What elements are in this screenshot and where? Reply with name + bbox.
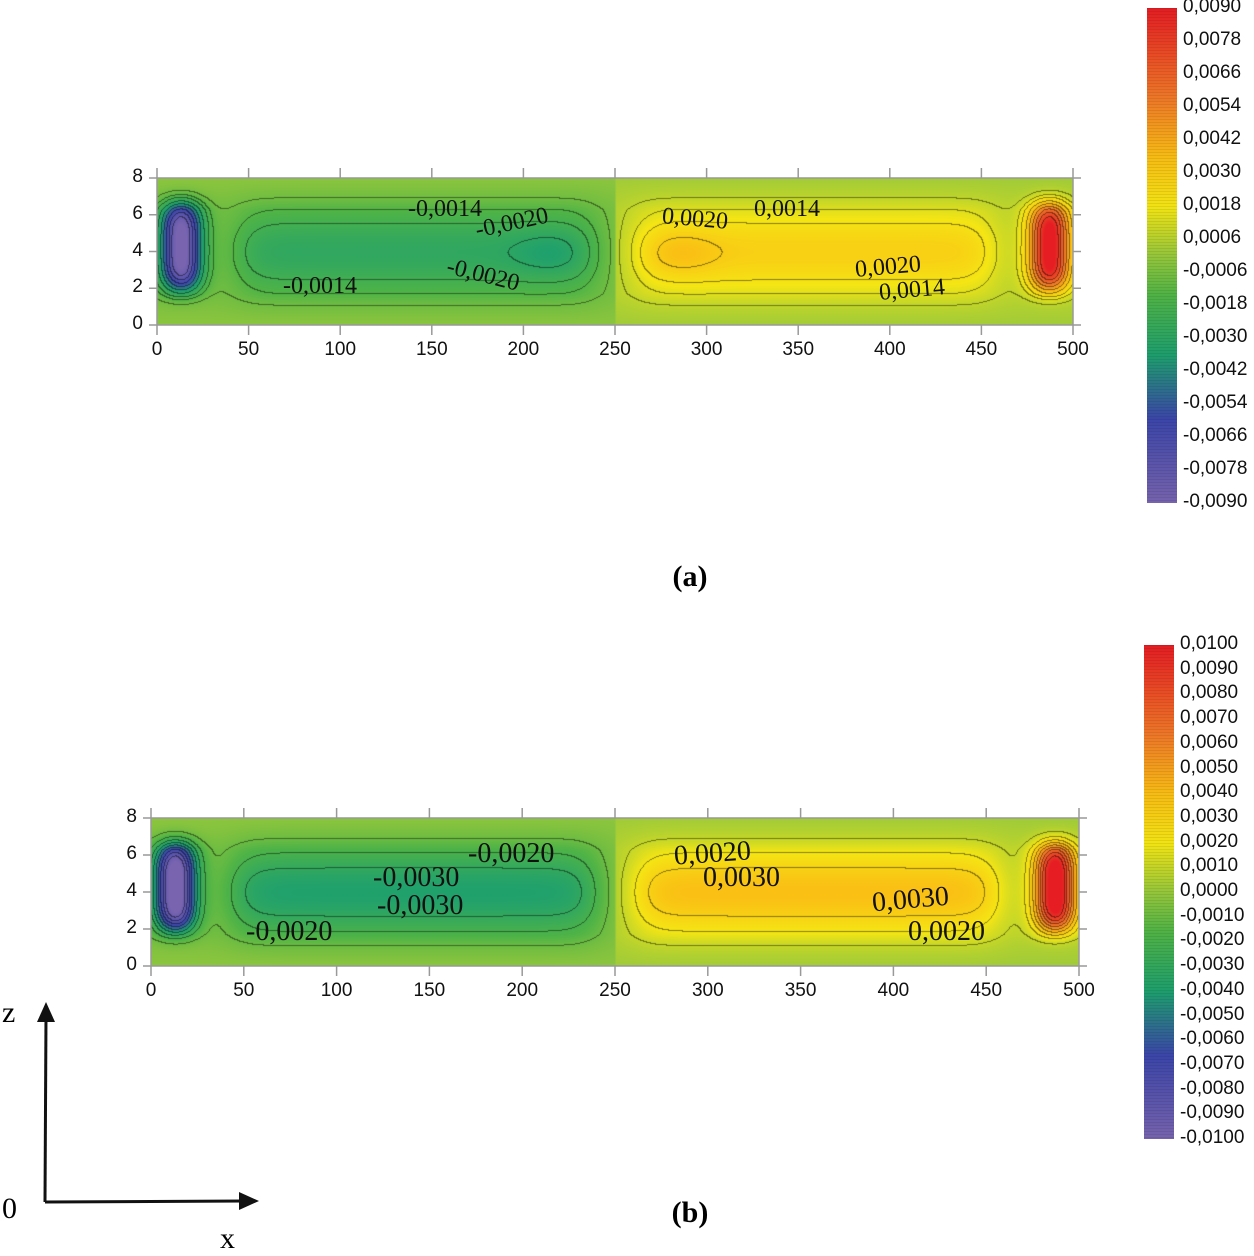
- colorbar-tick-label: -0,0030: [1180, 954, 1245, 976]
- x-tick-label: 50: [233, 980, 255, 1001]
- colorbar-tick-label: 0,0090: [1183, 0, 1242, 17]
- x-tick-label: 400: [877, 980, 910, 1001]
- colorbar-tick-label: 0,0066: [1183, 62, 1242, 83]
- x-tick-label: 250: [599, 980, 631, 1001]
- colorbar-tick-label: 0,0006: [1183, 227, 1242, 248]
- x-tick-label: 150: [415, 339, 448, 360]
- colorbar-tick-label: 0,0078: [1183, 29, 1242, 50]
- colorbar-tick-label: 0,0080: [1180, 682, 1239, 704]
- x-tick-label: 200: [506, 980, 539, 1001]
- y-tick-label: 6: [126, 843, 137, 864]
- y-tick-label: 4: [126, 880, 137, 901]
- x-axis-arrow: [44, 1199, 246, 1204]
- colorbar-tick-label: -0,0010: [1180, 904, 1245, 926]
- colorbar-tick-label: 0,0054: [1183, 95, 1242, 116]
- colorbar-tick-label: 0,0040: [1180, 781, 1239, 803]
- contour-label: 0,0020: [661, 203, 730, 235]
- x-arrowhead-icon: [239, 1192, 259, 1210]
- caption-a: (a): [672, 560, 708, 593]
- y-tick-label: 8: [126, 806, 137, 827]
- caption-b: (b): [671, 1196, 709, 1229]
- contour-label: -0,0030: [377, 890, 464, 921]
- x-tick-label: 100: [320, 980, 353, 1001]
- x-tick-label: 300: [690, 339, 723, 360]
- z-arrowhead-icon: [37, 1002, 55, 1022]
- colorbar-tick-label: 0,0042: [1183, 128, 1242, 149]
- x-tick-label: 500: [1063, 980, 1095, 1001]
- contour-label: 0,0030: [870, 880, 951, 919]
- colorbar: [1147, 8, 1177, 503]
- x-tick-label: 50: [238, 339, 260, 360]
- colorbar-tick-label: 0,0018: [1183, 194, 1242, 215]
- colorbar-tick-label: 0,0000: [1180, 880, 1239, 901]
- colorbar-tick-label: 0,0010: [1180, 855, 1239, 877]
- x-tick-label: 400: [873, 339, 906, 360]
- colorbar-tick-label: -0,0042: [1183, 359, 1248, 380]
- axes-diagram: [37, 1002, 259, 1210]
- colorbar-tick-label: -0,0020: [1180, 929, 1245, 951]
- y-tick-label: 6: [132, 202, 143, 224]
- x-tick-label: 0: [145, 980, 157, 1001]
- colorbar-tick-label: 0,0060: [1180, 731, 1239, 753]
- colorbar-tick-label: 0,0020: [1180, 830, 1239, 852]
- colorbar-tick-label: -0,0060: [1180, 1028, 1245, 1050]
- colorbar: [1144, 645, 1174, 1139]
- colorbar-tick-label: 0,0030: [1180, 805, 1239, 827]
- x-tick-label: 500: [1057, 339, 1089, 360]
- colorbar-tick-label: -0,0090: [1183, 491, 1248, 512]
- colorbar-tick-label: 0,0050: [1180, 756, 1239, 778]
- colorbar-tick-label: 0,0070: [1180, 707, 1239, 729]
- contour-label: 0,0014: [754, 196, 820, 222]
- z-axis-arrow: [43, 1014, 48, 1203]
- contour-label: 0,0014: [877, 274, 946, 306]
- colorbar-tick-label: -0,0066: [1183, 425, 1248, 446]
- colorbar-tick-label: 0,0100: [1180, 633, 1239, 654]
- y-tick-label: 4: [132, 239, 143, 261]
- colorbar-tick-label: 0,0030: [1183, 161, 1242, 182]
- colorbar-tick-label: -0,0054: [1183, 392, 1248, 413]
- contour-label: -0,0014: [408, 196, 482, 222]
- x-tick-label: 100: [324, 339, 357, 360]
- x-label: x: [220, 1222, 235, 1255]
- colorbar-tick-label: -0,0018: [1183, 293, 1248, 314]
- colorbar-tick-label: 0,0090: [1180, 657, 1239, 679]
- x-tick-label: 450: [965, 339, 998, 360]
- z-label: z: [2, 996, 16, 1029]
- origin-label: 0: [2, 1192, 17, 1225]
- x-tick-label: 300: [691, 980, 724, 1001]
- contour-label: -0,0020: [246, 916, 333, 947]
- x-tick-label: 350: [782, 339, 815, 360]
- colorbar-tick-label: -0,0100: [1180, 1127, 1245, 1148]
- y-tick-label: 0: [126, 954, 137, 975]
- colorbar-tick-label: -0,0040: [1180, 978, 1245, 1000]
- colorbar-tick-label: -0,0070: [1180, 1052, 1245, 1074]
- colorbar-tick-label: -0,0030: [1183, 326, 1248, 347]
- y-tick-label: 0: [132, 313, 143, 334]
- x-tick-label: 250: [599, 339, 631, 360]
- x-tick-label: 350: [784, 980, 817, 1001]
- colorbar-tick-label: -0,0006: [1183, 260, 1248, 281]
- colorbar-tick-label: -0,0078: [1183, 458, 1248, 479]
- contour-label: -0,0014: [283, 273, 357, 299]
- y-tick-label: 2: [132, 276, 143, 298]
- contour-label: 0,0020: [908, 916, 985, 947]
- x-tick-label: 0: [151, 339, 163, 360]
- x-tick-label: 150: [413, 980, 446, 1001]
- y-tick-label: 8: [132, 166, 143, 187]
- x-tick-label: 450: [970, 980, 1003, 1001]
- colorbar-tick-label: -0,0090: [1180, 1102, 1245, 1124]
- colorbar-tick-label: -0,0080: [1180, 1077, 1245, 1099]
- contour-label: -0,0020: [468, 838, 555, 869]
- heatmap-field: [157, 178, 1073, 325]
- colorbar-tick-label: -0,0050: [1180, 1003, 1245, 1025]
- y-tick-label: 2: [126, 917, 137, 938]
- x-tick-label: 200: [507, 339, 540, 360]
- contour-label: 0,0030: [703, 862, 780, 893]
